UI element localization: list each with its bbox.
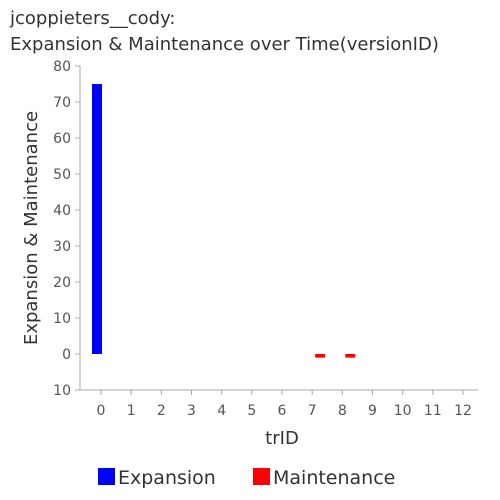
x-tick-label: 8	[338, 403, 347, 419]
y-tick-label: 10	[53, 383, 71, 399]
legend-label: Maintenance	[273, 467, 395, 489]
y-tick-label: 70	[53, 95, 71, 111]
bar	[92, 84, 102, 354]
bar	[345, 354, 356, 358]
x-tick-label: 3	[187, 403, 196, 419]
legend-swatch	[98, 468, 115, 485]
x-tick-label: 0	[97, 403, 106, 419]
y-tick-label: 50	[53, 167, 71, 183]
x-tick-label: 2	[157, 403, 166, 419]
x-tick-label: 7	[308, 403, 317, 419]
bar	[315, 354, 326, 358]
x-tick-label: 12	[454, 403, 472, 419]
legend-label: Expansion	[118, 467, 216, 489]
y-axis-label: Expansion & Maintenance	[21, 111, 42, 345]
y-tick-label: 80	[53, 59, 71, 75]
x-tick-label: 11	[424, 403, 442, 419]
y-tick-label: 20	[53, 275, 71, 291]
x-tick-label: 5	[247, 403, 256, 419]
x-tick-label: 6	[278, 403, 287, 419]
y-tick-label: 10	[53, 311, 71, 327]
y-tick-label: 60	[53, 131, 71, 147]
chart-title: jcoppieters__cody:	[9, 8, 176, 29]
chart-subtitle: Expansion & Maintenance over Time(versio…	[10, 34, 439, 55]
x-tick-label: 10	[394, 403, 412, 419]
y-tick-label: 40	[53, 203, 71, 219]
x-tick-label: 9	[368, 403, 377, 419]
x-tick-label: 1	[127, 403, 136, 419]
x-axis-label: trID	[265, 428, 299, 449]
x-tick-label: 4	[217, 403, 226, 419]
y-tick-label: 0	[62, 347, 71, 363]
legend-swatch	[253, 468, 270, 485]
y-tick-label: 30	[53, 239, 71, 255]
